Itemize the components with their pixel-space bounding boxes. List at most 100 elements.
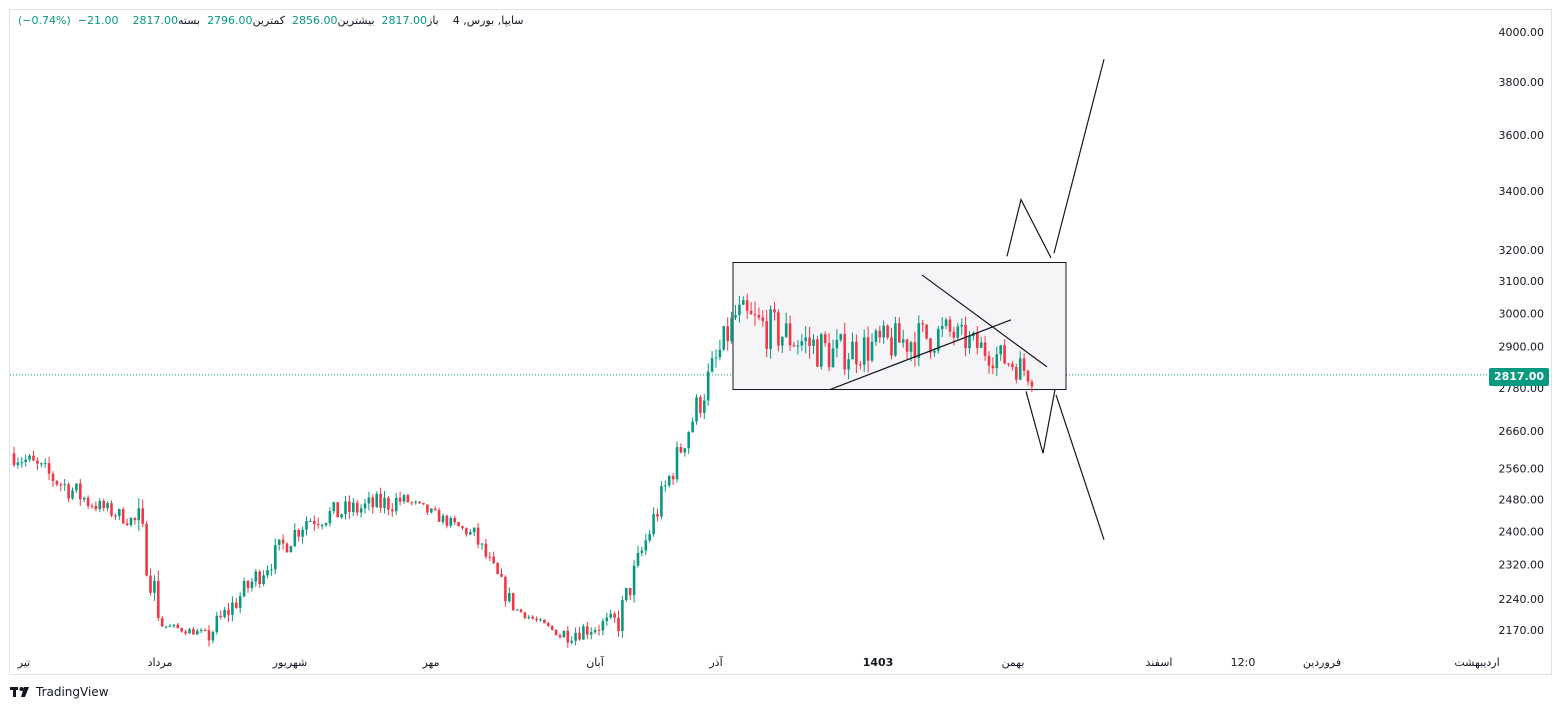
candle-body (749, 310, 753, 315)
candle-body (320, 525, 324, 527)
candle-body (878, 330, 882, 338)
candle-body (332, 502, 336, 512)
candle-body (129, 517, 133, 525)
candle-body (870, 341, 874, 361)
candle-body (726, 326, 729, 342)
x-tick-label: 1403 (863, 656, 894, 669)
candle-body (515, 609, 519, 611)
candle-body (570, 640, 573, 643)
candle-body (839, 334, 843, 340)
ohlc-legend: (−0.74%) −21.00 2817.00 بسته 2796.00 کمت… (18, 14, 524, 27)
candle-body (808, 337, 811, 346)
candle-body (527, 616, 531, 618)
candle-body (277, 539, 281, 546)
candle-body (110, 503, 113, 516)
candle-body (153, 580, 156, 593)
candle-body (578, 632, 581, 640)
projection-up-target (1053, 59, 1105, 254)
candle-body (640, 550, 644, 553)
candle-body (574, 632, 577, 641)
x-tick-label: بهمن (1002, 656, 1025, 669)
candle-body (671, 476, 675, 480)
candle-body (804, 337, 807, 342)
candle-body (644, 540, 648, 551)
candle-body (242, 581, 246, 597)
candle-body (106, 503, 109, 509)
x-tick-label: فروردین (1303, 656, 1341, 669)
candle-body (344, 501, 347, 515)
candle-body (679, 447, 683, 453)
candle-body (305, 521, 308, 530)
legend-change-pct: (−0.74%) (18, 14, 71, 27)
candle-body (543, 619, 546, 624)
candle-body (336, 502, 339, 518)
candle-body (983, 342, 987, 356)
candle-body (414, 501, 417, 503)
candle-body (433, 508, 437, 511)
candle-body (102, 501, 105, 509)
candle-body (301, 529, 304, 537)
chart-frame (9, 9, 1552, 675)
candle-body (851, 341, 854, 360)
candle-body (589, 632, 593, 635)
candle-body (675, 447, 679, 480)
legend-open-label: باز (427, 14, 439, 27)
candle-body (933, 350, 936, 353)
candle-body (898, 323, 901, 343)
candle-body (16, 462, 20, 466)
y-tick-label: 2400.00 (1499, 525, 1545, 538)
candle-body (999, 345, 1002, 355)
candle-body (383, 497, 386, 508)
candle-body (995, 354, 999, 369)
y-tick-label: 3800.00 (1499, 76, 1545, 89)
candle-body (51, 473, 55, 481)
y-tick-label: 2560.00 (1499, 462, 1545, 475)
candle-body (558, 635, 562, 638)
candle-body (738, 304, 741, 316)
candle-body (796, 345, 800, 347)
descending-trendline (921, 274, 1048, 368)
candle-body (917, 323, 921, 358)
candle-body (340, 514, 343, 518)
candle-body (683, 448, 687, 453)
candle-body (472, 527, 476, 533)
candle-body (476, 527, 480, 545)
candle-body (121, 509, 125, 524)
candle-body (219, 615, 222, 618)
candle-body (823, 334, 827, 344)
x-tick-label: شهریور (272, 656, 307, 669)
candle-body (20, 462, 24, 464)
candle-body (114, 515, 117, 517)
candle-body (63, 484, 66, 486)
candle-body (309, 520, 312, 522)
candle-body (324, 523, 328, 526)
candle-body (722, 326, 726, 350)
candle-body (905, 339, 909, 352)
candle-body (777, 312, 780, 346)
candle-body (886, 325, 889, 338)
candle-body (948, 319, 952, 332)
candle-body (359, 508, 363, 513)
y-tick-label: 2320.00 (1499, 559, 1545, 572)
candle-body (316, 524, 320, 526)
tradingview-brand[interactable]: TradingView (10, 685, 109, 699)
candle-body (913, 342, 917, 358)
candle-body (59, 484, 63, 486)
candle-body (937, 329, 940, 351)
candle-body (47, 463, 51, 474)
candle-body (328, 511, 332, 524)
candle-body (1015, 367, 1018, 380)
candle-body (387, 497, 390, 510)
candle-body (769, 309, 772, 349)
candle-body (593, 629, 597, 633)
candle-body (394, 497, 398, 512)
candle-body (270, 569, 273, 571)
candle-body (199, 630, 203, 632)
candle-body (921, 323, 924, 325)
x-tick-label: مهر (421, 656, 439, 669)
candle-body (987, 355, 991, 366)
ascending-trendline (829, 319, 1012, 391)
candle-body (402, 495, 406, 502)
candle-body (40, 463, 43, 465)
